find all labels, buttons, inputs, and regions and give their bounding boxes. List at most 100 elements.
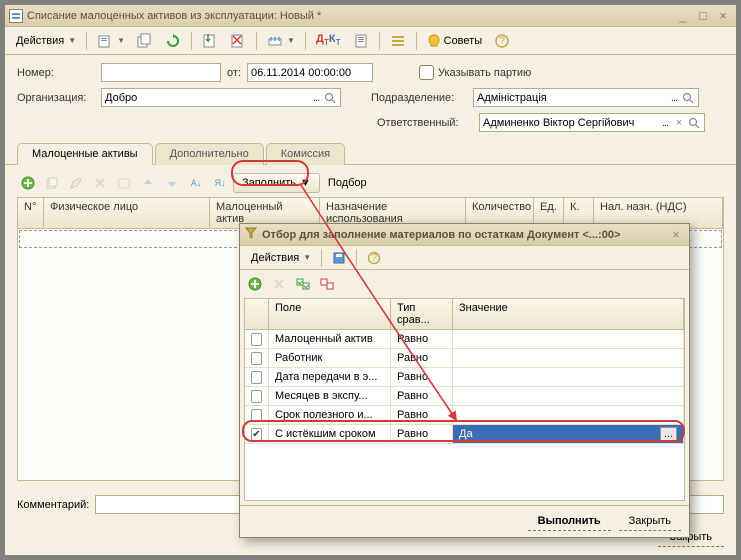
dlg-add-button[interactable] — [244, 274, 266, 294]
execute-button[interactable]: Выполнить — [528, 512, 611, 531]
fill-button[interactable]: Заполнить▼ — [233, 173, 320, 193]
copy-button[interactable] — [132, 30, 158, 52]
movements-button[interactable]: ▼ — [262, 30, 300, 52]
list-button[interactable] — [385, 30, 411, 52]
titlebar: Списание малоценных активов из эксплуата… — [5, 5, 736, 27]
add-row-button[interactable] — [17, 173, 39, 193]
responsible-clear-button[interactable]: × — [672, 117, 686, 129]
org-input[interactable]: Добро ... — [101, 88, 341, 107]
dlg-row[interactable]: Срок полезного и...Равно — [245, 406, 684, 425]
date-input[interactable]: 06.11.2014 00:00:00 — [247, 63, 373, 82]
dialog-titlebar: Отбор для заполнение материалов по остат… — [240, 224, 689, 246]
row-checkbox[interactable] — [251, 333, 262, 346]
row-checkbox[interactable] — [251, 390, 262, 403]
row-val[interactable] — [453, 368, 684, 386]
dialog-save-button[interactable] — [327, 247, 351, 269]
move-down-button[interactable] — [161, 173, 183, 193]
dlg-delete-button[interactable] — [268, 274, 290, 294]
dialog-title: Отбор для заполнение материалов по остат… — [262, 229, 667, 241]
unpost-button[interactable] — [225, 30, 251, 52]
subdivision-input[interactable]: Адміністрація ... — [473, 88, 699, 107]
delete-row-button[interactable] — [89, 173, 111, 193]
sort-desc-button[interactable]: Я↓ — [209, 173, 231, 193]
dialog-icon — [244, 226, 258, 243]
actions-menu[interactable]: Действия▼ — [11, 30, 81, 52]
row-cmp: Равно — [391, 425, 453, 443]
copy-row-button[interactable] — [41, 173, 63, 193]
row-cmp: Равно — [391, 387, 453, 405]
number-label: Номер: — [17, 67, 95, 79]
tab-assets[interactable]: Малоценные активы — [17, 143, 153, 165]
dialog-close-button[interactable]: Закрыть — [619, 512, 681, 531]
dlg-uncheck-all-button[interactable] — [316, 274, 338, 294]
row-cmp: Равно — [391, 368, 453, 386]
new-button[interactable]: ▼ — [92, 30, 130, 52]
dtkt-button[interactable]: ДтКт — [311, 30, 346, 52]
dlg-row[interactable]: ✔С истёкшим срокомРавноДа... — [245, 425, 684, 444]
help-button[interactable]: ? — [489, 30, 515, 52]
row-checkbox[interactable]: ✔ — [251, 428, 262, 441]
select-link[interactable]: Подбор — [328, 177, 367, 189]
row-field: Работник — [269, 349, 391, 367]
tab-additional[interactable]: Дополнительно — [155, 143, 264, 165]
main-toolbar: Действия▼ ▼ ▼ ДтКт Советы ? — [5, 27, 736, 55]
tips-button[interactable]: Советы — [422, 30, 487, 52]
row-val[interactable] — [453, 406, 684, 424]
window-title: Списание малоценных активов из эксплуата… — [27, 10, 674, 22]
responsible-search-icon[interactable] — [687, 116, 701, 130]
minimize-button[interactable]: _ — [674, 8, 692, 24]
row-field: Месяцев в экспу... — [269, 387, 391, 405]
dlg-col-cmp[interactable]: Тип срав... — [391, 299, 453, 329]
maximize-button[interactable]: □ — [694, 8, 712, 24]
row-cmp: Равно — [391, 349, 453, 367]
dialog-grid-toolbar — [244, 274, 685, 294]
dialog-help-button[interactable]: ? — [362, 247, 386, 269]
comment-label: Комментарий: — [17, 499, 89, 511]
row-cmp: Равно — [391, 406, 453, 424]
filter-dialog: Отбор для заполнение материалов по остат… — [239, 223, 690, 538]
dialog-close-x[interactable]: × — [667, 227, 685, 243]
document-icon — [9, 9, 23, 23]
row-checkbox[interactable] — [251, 409, 262, 422]
svg-text:?: ? — [371, 252, 377, 264]
main-window: Списание малоценных активов из эксплуата… — [4, 4, 737, 556]
row-val[interactable] — [453, 387, 684, 405]
dlg-row[interactable]: Месяцев в экспу...Равно — [245, 387, 684, 406]
dlg-row[interactable]: РаботникРавно — [245, 349, 684, 368]
dialog-actions-menu[interactable]: Действия▼ — [246, 247, 316, 269]
row-val[interactable] — [453, 330, 684, 348]
number-input[interactable] — [101, 63, 221, 82]
row-val-select-button[interactable]: ... — [660, 427, 677, 441]
dlg-check-all-button[interactable] — [292, 274, 314, 294]
row-val[interactable] — [453, 349, 684, 367]
close-button[interactable]: × — [714, 8, 732, 24]
responsible-input[interactable]: Админенко Віктор Сергійович ...× — [479, 113, 705, 132]
show-batch-checkbox[interactable] — [419, 65, 434, 80]
dlg-row[interactable]: Малоценный активРавно — [245, 330, 684, 349]
col-person[interactable]: Физическое лицо — [44, 198, 210, 228]
dlg-row[interactable]: Дата передачи в э...Равно — [245, 368, 684, 387]
row-field: Дата передачи в э... — [269, 368, 391, 386]
finish-edit-button[interactable] — [113, 173, 135, 193]
move-up-button[interactable] — [137, 173, 159, 193]
dlg-col-val[interactable]: Значение — [453, 299, 684, 329]
edit-row-button[interactable] — [65, 173, 87, 193]
org-select-button[interactable]: ... — [310, 92, 322, 104]
row-val[interactable]: Да... — [453, 425, 684, 443]
dlg-col-field[interactable]: Поле — [269, 299, 391, 329]
subdivision-select-button[interactable]: ... — [668, 92, 680, 104]
show-batch-label: Указывать партию — [438, 67, 531, 79]
org-search-icon[interactable] — [323, 91, 337, 105]
subdivision-search-icon[interactable] — [681, 91, 695, 105]
col-number[interactable]: N° — [18, 198, 44, 228]
row-checkbox[interactable] — [251, 352, 262, 365]
sort-asc-button[interactable]: А↓ — [185, 173, 207, 193]
window-buttons: _ □ × — [674, 8, 732, 24]
report-button[interactable] — [348, 30, 374, 52]
post-button[interactable] — [197, 30, 223, 52]
form-header: Номер: от: 06.11.2014 00:00:00 Указывать… — [5, 55, 736, 142]
responsible-select-button[interactable]: ... — [659, 117, 671, 129]
refresh-button[interactable] — [160, 30, 186, 52]
tab-commission[interactable]: Комиссия — [266, 143, 345, 165]
row-checkbox[interactable] — [251, 371, 262, 384]
